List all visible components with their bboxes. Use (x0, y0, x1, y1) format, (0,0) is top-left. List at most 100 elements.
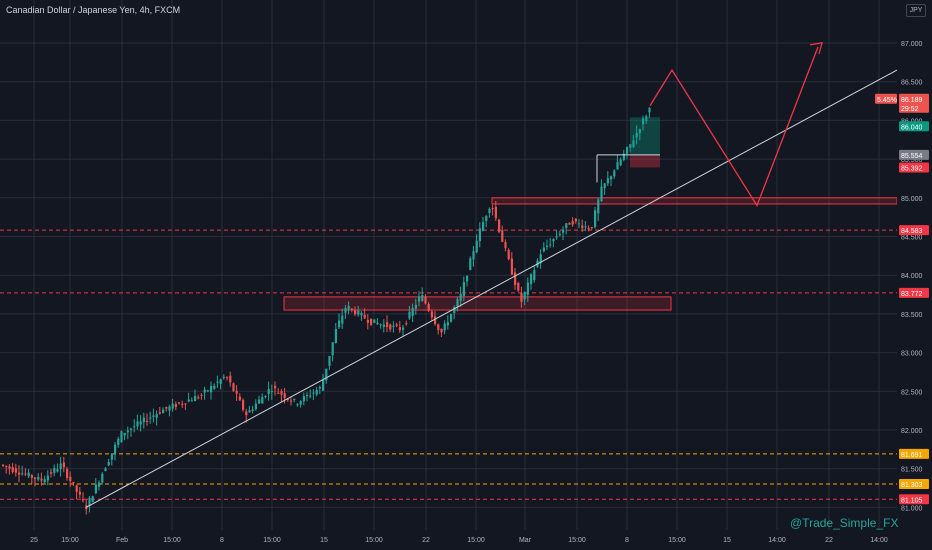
candle-body (402, 327, 405, 330)
position-tool[interactable] (596, 117, 660, 183)
price-marker-bg (899, 478, 929, 489)
candle-body (104, 468, 107, 472)
candle-body (453, 306, 456, 314)
price-marker: 81.303 (899, 478, 929, 489)
y-tick-label: 83.000 (901, 351, 923, 358)
position-target-zone (630, 117, 660, 155)
candle-body (62, 462, 65, 468)
y-tick-label: 81.500 (901, 467, 923, 474)
candle-body (379, 324, 382, 326)
candle-body (485, 216, 488, 221)
candle-body (587, 228, 590, 230)
candle-body (30, 475, 33, 478)
price-marker-label: 81.105 (901, 497, 923, 504)
candle-body (395, 324, 398, 326)
price-marker: 84.583 (899, 225, 929, 236)
candle-body (168, 406, 171, 411)
candle-body (82, 499, 85, 501)
candle-body (510, 258, 513, 275)
candle-body (594, 210, 597, 228)
candle-body (562, 229, 565, 233)
candle-body (200, 394, 203, 396)
candle-body (334, 328, 337, 343)
candle-body (571, 220, 574, 225)
candle-body (430, 311, 433, 318)
candle-body (606, 178, 609, 184)
y-tick-label: 87.000 (901, 41, 923, 48)
candle-body (315, 390, 318, 395)
candle-body (59, 463, 62, 470)
candle-body (350, 308, 353, 310)
candle-body (283, 393, 286, 399)
y-tick-label: 85.500 (901, 157, 923, 164)
candle-body (421, 295, 424, 301)
candle-body (581, 225, 584, 229)
candle-body (245, 411, 248, 416)
price-marker-label: 81.691 (901, 452, 923, 459)
candle-body (629, 144, 632, 148)
candle-body (414, 304, 417, 309)
candle-body (302, 396, 305, 402)
candle-body (219, 379, 222, 384)
price-marker-bg (899, 287, 929, 298)
candle-body (174, 404, 177, 407)
candle-body (501, 230, 504, 242)
x-tick-label: 15:00 (263, 537, 281, 544)
candle-body (584, 226, 587, 228)
candle-body (171, 403, 174, 409)
candle-body (456, 299, 459, 307)
candle-body (520, 293, 523, 302)
candle-body (542, 247, 545, 252)
candle-body (8, 466, 11, 469)
candle-body (18, 472, 21, 475)
candle-body (56, 469, 59, 472)
candle-body (181, 403, 184, 405)
candle-body (21, 473, 24, 475)
candle-body (258, 399, 261, 404)
x-tick-label: 15:00 (61, 537, 79, 544)
candle-body (66, 469, 69, 478)
candle-body (40, 478, 43, 481)
candle-body (27, 472, 30, 477)
y-tick-label: 86.500 (901, 80, 923, 87)
candle-body (405, 323, 408, 325)
candle-body (341, 315, 344, 324)
candle-body (155, 414, 158, 418)
candle-body (450, 314, 453, 322)
y-tick-label: 81.000 (901, 505, 923, 512)
candle-body (142, 417, 145, 423)
candle-body (469, 258, 472, 270)
candle-body (50, 472, 53, 474)
candle-body (178, 402, 181, 404)
price-marker-bg (899, 448, 929, 459)
x-tick-label: 14:00 (768, 537, 786, 544)
candle-body (146, 421, 149, 423)
candle-body (360, 312, 363, 316)
candle-body (114, 444, 117, 454)
candle-body (299, 401, 302, 405)
candle-body (152, 415, 155, 417)
candle-body (91, 496, 94, 503)
candle-body (328, 356, 331, 366)
candle-body (424, 297, 427, 304)
watermark-text: @Trade_Simple_FX (790, 516, 899, 530)
candle-body (69, 476, 72, 482)
candle-body (549, 244, 552, 246)
candle-body (222, 376, 225, 378)
candle-body (318, 386, 321, 389)
candle-body (251, 409, 254, 412)
candle-body (149, 417, 152, 419)
candle-body (530, 274, 533, 285)
x-tick-label: 15:00 (568, 537, 586, 544)
candle-body (53, 467, 56, 473)
candle-body (11, 467, 14, 472)
candle-body (427, 303, 430, 311)
candle-body (296, 404, 299, 406)
candle-body (475, 240, 478, 253)
candle-body (443, 323, 446, 331)
currency-button[interactable]: JPY (906, 4, 926, 17)
drawings[interactable] (85, 42, 898, 508)
candle-body (613, 170, 616, 177)
candle-body (88, 497, 91, 506)
